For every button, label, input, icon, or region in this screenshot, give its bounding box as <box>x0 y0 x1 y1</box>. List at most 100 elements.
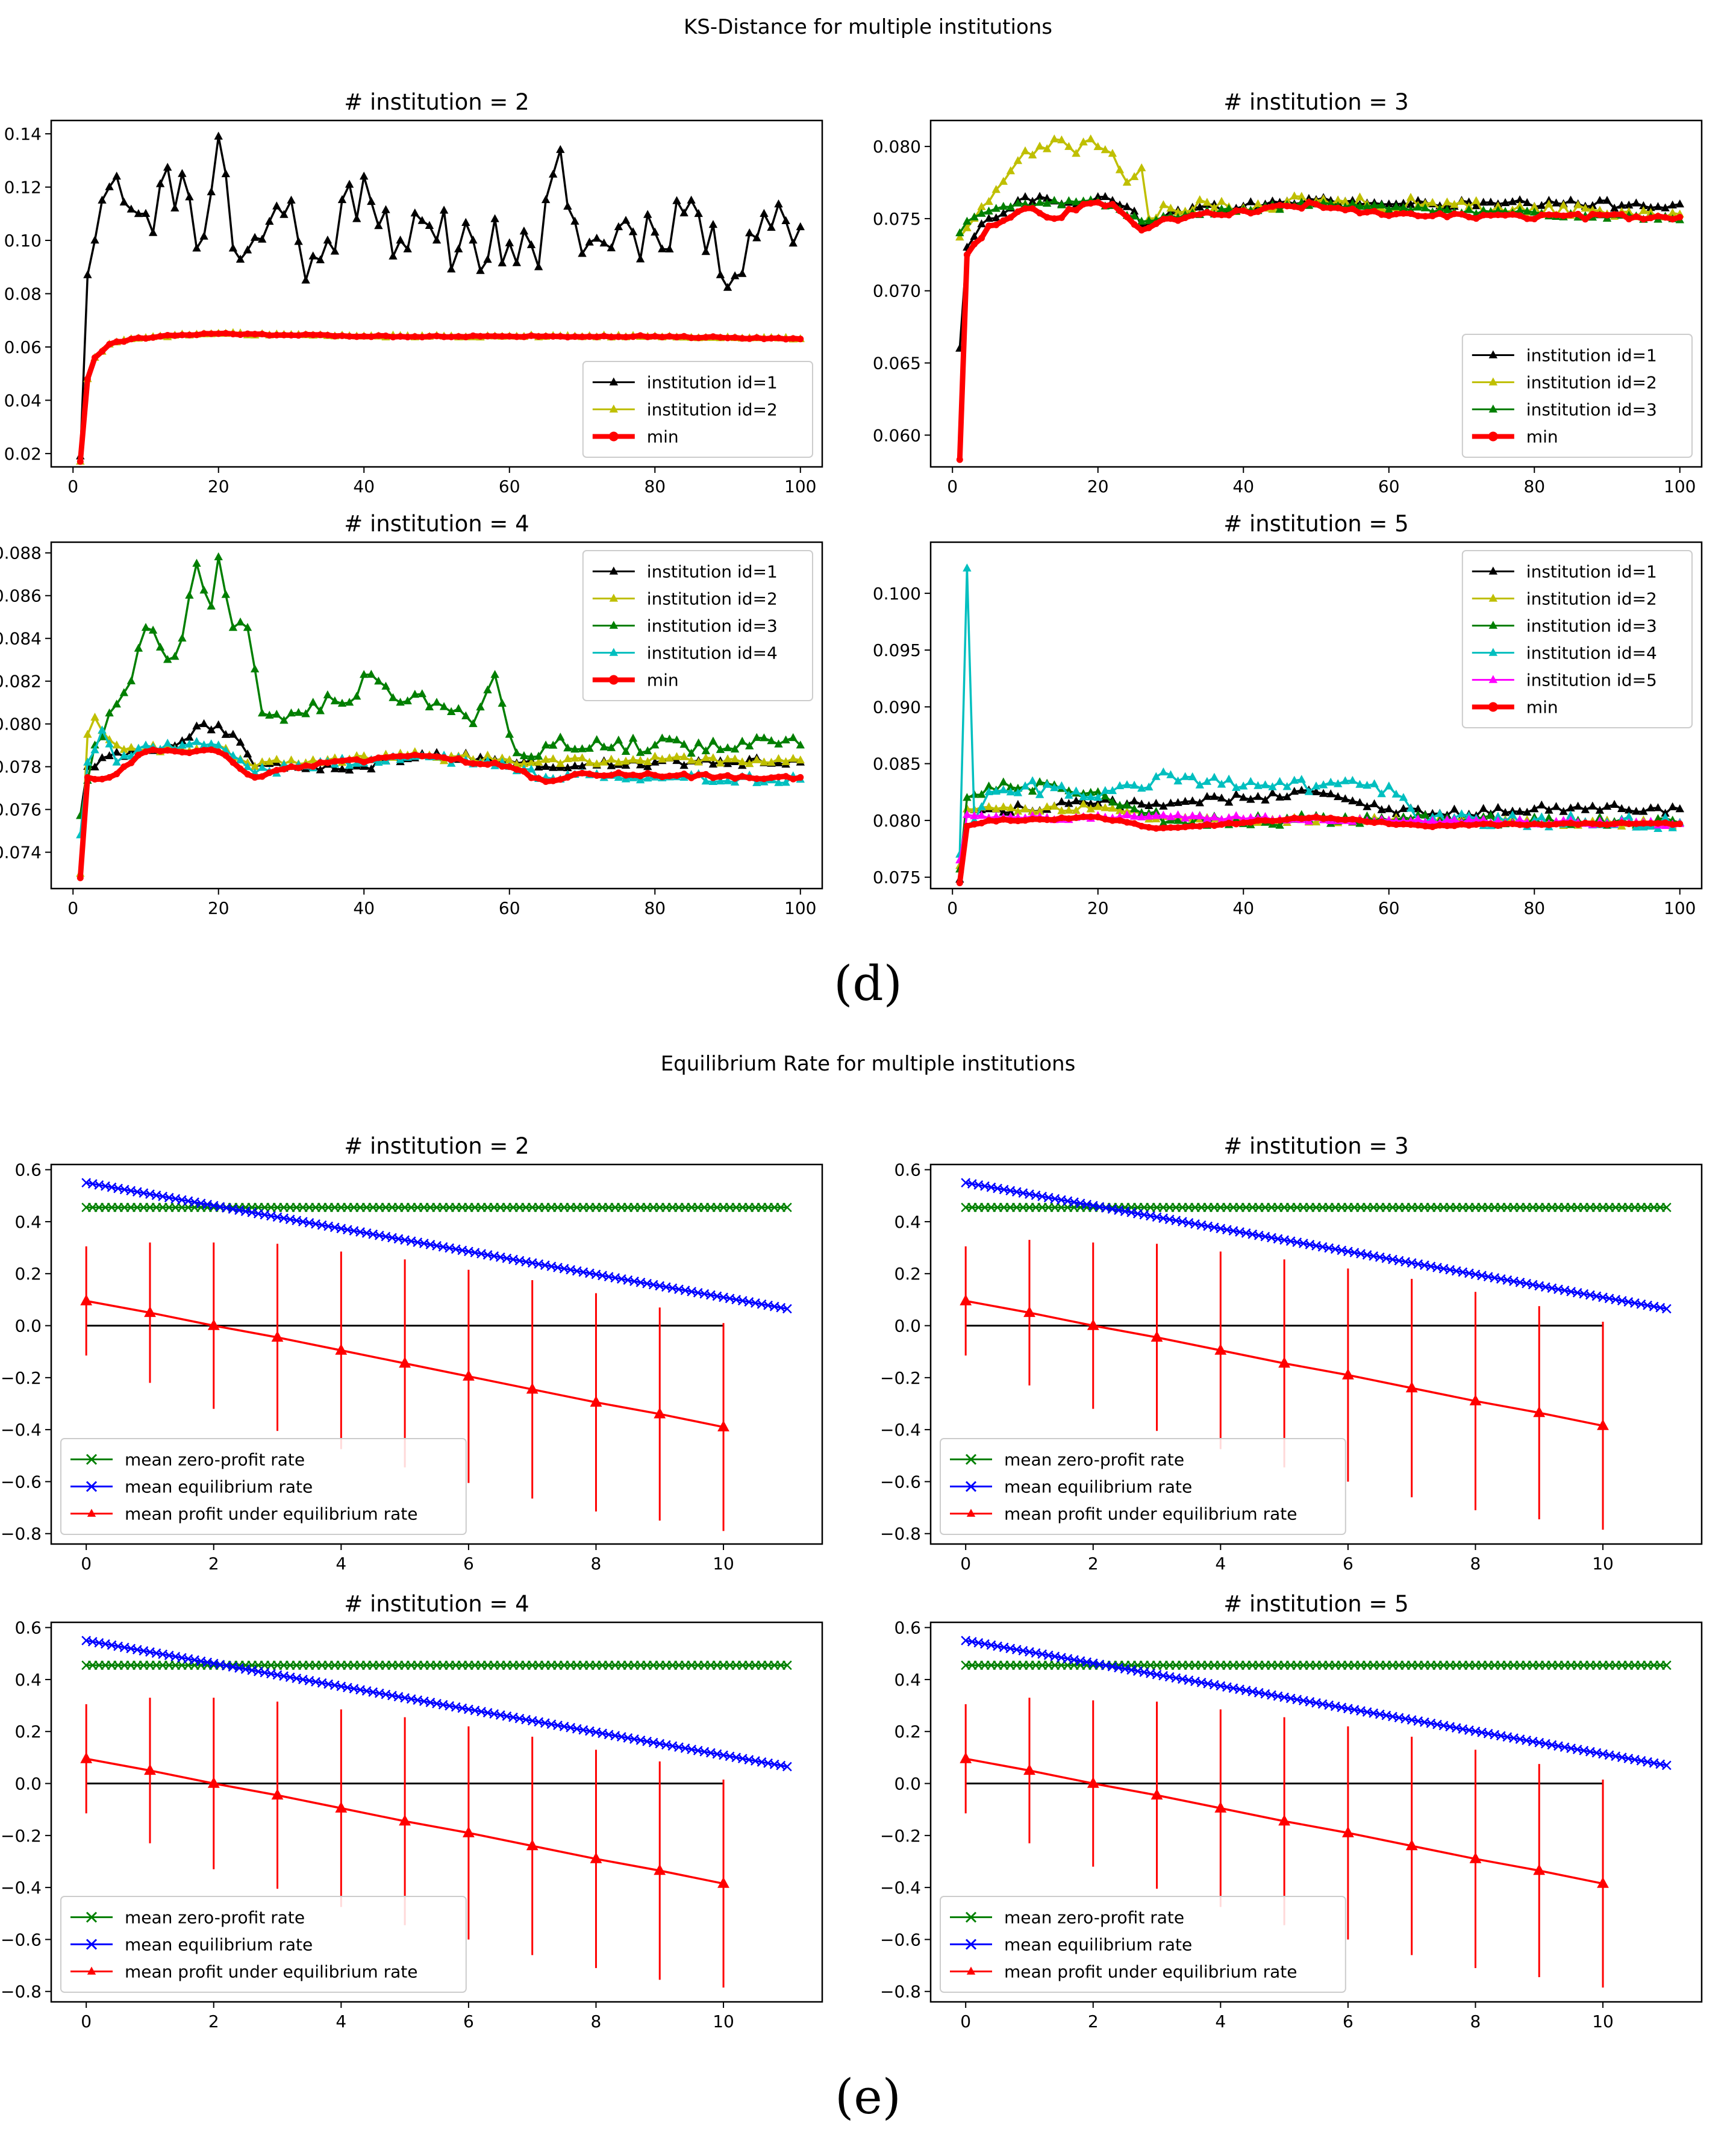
legend-entry-label: mean equilibrium rate <box>125 1477 313 1497</box>
data-point <box>1073 207 1080 214</box>
data-point <box>119 688 128 696</box>
data-point <box>760 208 769 217</box>
data-point <box>635 760 645 769</box>
data-point <box>1457 809 1466 817</box>
data-point <box>302 762 310 769</box>
data-point <box>1131 820 1138 827</box>
data-point <box>399 1815 411 1826</box>
x-tick-label: 0 <box>960 1554 971 1574</box>
data-point <box>993 817 1000 825</box>
data-point <box>1022 205 1029 212</box>
data-point <box>1020 781 1030 790</box>
data-point <box>106 341 113 348</box>
data-point <box>1029 205 1036 212</box>
data-point <box>1596 211 1603 219</box>
data-point <box>447 707 456 715</box>
data-point <box>1675 804 1684 813</box>
data-point <box>621 216 631 224</box>
data-point <box>316 255 325 263</box>
data-point <box>433 333 440 340</box>
data-point <box>1065 205 1072 213</box>
data-point <box>1370 201 1379 209</box>
data-point <box>1393 821 1400 828</box>
data-point <box>614 772 623 781</box>
data-point <box>1166 812 1175 821</box>
legend-marker <box>966 1508 976 1517</box>
data-point <box>390 753 397 760</box>
data-point <box>1413 804 1423 813</box>
data-point <box>1115 165 1125 173</box>
data-point <box>1450 822 1458 830</box>
data-point <box>1655 820 1662 827</box>
data-point <box>579 769 586 777</box>
data-point <box>730 271 740 280</box>
panel-title: # institution = 3 <box>1223 1133 1408 1159</box>
data-point <box>1137 808 1146 816</box>
data-point <box>585 237 594 246</box>
y-tick-label: 0.088 <box>0 543 42 563</box>
data-point <box>717 1420 729 1431</box>
data-point <box>1051 215 1058 222</box>
data-point <box>1014 208 1022 215</box>
data-point <box>1224 204 1234 212</box>
data-point <box>512 258 521 266</box>
data-point <box>970 811 979 819</box>
legend-frame <box>940 1438 1346 1535</box>
data-point <box>1662 819 1669 827</box>
data-point <box>126 204 136 213</box>
data-point <box>1116 207 1123 214</box>
data-point <box>439 702 449 710</box>
data-point <box>1129 780 1139 789</box>
data-point <box>221 590 230 598</box>
data-point <box>586 771 593 778</box>
data-point <box>1057 806 1066 814</box>
legend-entry-label: institution id=4 <box>647 643 778 663</box>
x-tick-label: 2 <box>208 1554 219 1574</box>
data-point <box>1057 797 1066 805</box>
data-point <box>1093 802 1102 810</box>
data-point <box>178 740 187 749</box>
data-point <box>1537 800 1546 808</box>
data-point <box>658 754 667 763</box>
y-tick-label: 0.4 <box>894 1670 921 1690</box>
data-point <box>1661 813 1670 821</box>
data-point <box>1064 196 1073 204</box>
data-point <box>1007 214 1014 221</box>
data-point <box>687 748 696 757</box>
plot-frame <box>929 119 1703 468</box>
data-point <box>1086 134 1095 143</box>
data-point <box>280 766 287 773</box>
data-point <box>1043 802 1052 810</box>
data-point <box>155 642 165 651</box>
data-point <box>651 227 660 236</box>
data-point <box>1334 204 1341 211</box>
data-point <box>1188 811 1197 819</box>
data-point <box>236 617 245 626</box>
data-point <box>1413 202 1423 211</box>
data-point <box>112 699 121 708</box>
series-equilibrium <box>961 1636 1672 1771</box>
data-point <box>1202 814 1212 822</box>
data-point <box>1450 815 1459 824</box>
legend-entry-label: institution id=2 <box>1526 589 1657 609</box>
data-point <box>1195 780 1204 789</box>
data-point <box>688 774 695 781</box>
data-point <box>614 757 623 766</box>
data-point <box>455 333 462 340</box>
y-tick-label: 0.100 <box>873 584 921 604</box>
data-point <box>105 739 114 748</box>
data-point <box>1020 199 1030 208</box>
data-point <box>1647 820 1654 827</box>
data-point <box>1006 787 1015 796</box>
data-point <box>1202 198 1212 206</box>
data-point <box>1278 1357 1290 1368</box>
y-tick-label: 0.6 <box>14 1160 42 1180</box>
data-point <box>781 216 790 224</box>
data-point <box>513 333 520 340</box>
data-point <box>266 332 273 339</box>
data-point <box>1588 201 1597 209</box>
data-point <box>134 209 143 217</box>
data-point <box>963 822 970 830</box>
legend-marker <box>965 1454 977 1465</box>
data-point <box>331 758 339 765</box>
